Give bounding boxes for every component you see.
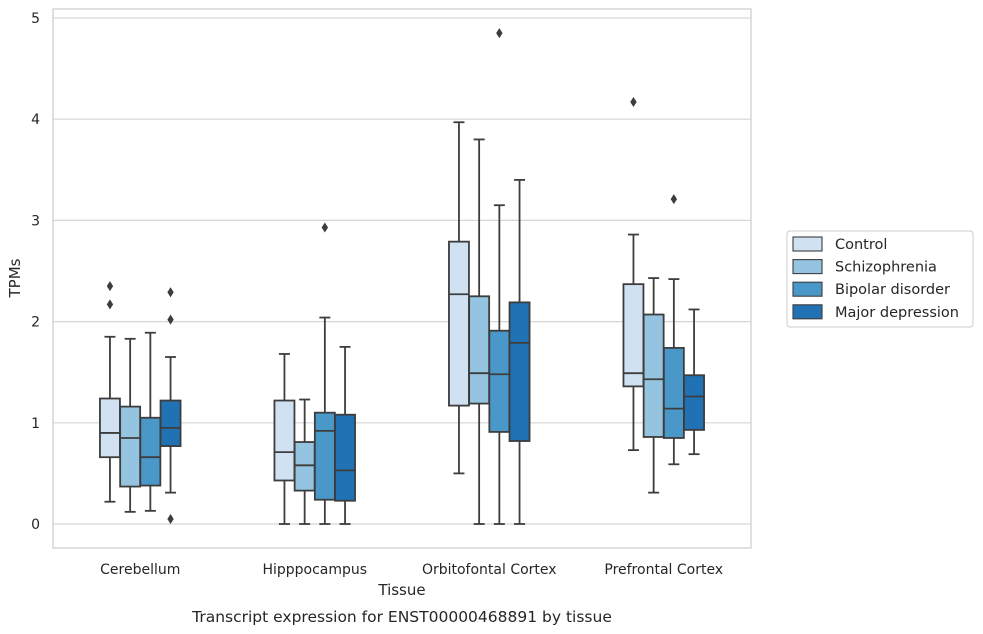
box-iqr [683, 374, 705, 431]
box-iqr [159, 399, 182, 447]
box-iqr [273, 399, 296, 482]
outlier-point [167, 287, 174, 298]
box-control [273, 353, 296, 525]
x-axis-ticks: Cerebellum Hipppocampus Orbitofontal Corte… [100, 562, 723, 578]
box-major-depression [159, 287, 182, 524]
box-schizophrenia [468, 138, 491, 525]
box-iqr [468, 295, 491, 405]
legend-frame [786, 230, 974, 328]
legend-label: Control [835, 237, 887, 253]
box-iqr [99, 397, 121, 459]
box-iqr [119, 405, 142, 488]
legend-label: Schizophrenia [835, 260, 937, 276]
box-iqr [662, 347, 685, 439]
legend-item: Bipolar disorder [792, 281, 950, 298]
box-major-depression [508, 179, 531, 525]
box-major-depression [683, 308, 705, 456]
boxes [99, 28, 705, 525]
y-tick-label: 1 [31, 416, 40, 432]
box-control [622, 96, 645, 452]
legend-label: Bipolar disorder [835, 282, 950, 298]
box-iqr [293, 441, 316, 492]
box-schizophrenia [293, 398, 316, 525]
legend-swatch [792, 236, 823, 252]
y-axis-ticks: 0 1 2 3 4 5 [31, 11, 40, 533]
plot-area-frame [52, 8, 752, 549]
legend-label: Major depression [835, 305, 959, 321]
y-axis-label: TPMs [6, 258, 24, 298]
outlier-point [106, 281, 114, 292]
outlier-point [106, 299, 114, 310]
outlier-point [167, 513, 174, 524]
box-iqr [313, 411, 336, 501]
box-iqr [334, 413, 356, 502]
box-iqr [488, 329, 511, 433]
legend-item: Schizophrenia [792, 259, 937, 276]
x-tick-label: Prefrontal Cortex [604, 562, 723, 578]
box-iqr [642, 313, 665, 438]
box-bipolar-disorder [139, 331, 162, 512]
outlier-point [167, 314, 174, 325]
y-tick-label: 4 [31, 112, 40, 128]
outlier-point [321, 222, 329, 233]
box-iqr [508, 301, 531, 442]
legend-item: Major depression [792, 304, 959, 321]
y-tick-label: 2 [31, 315, 40, 331]
outlier-point [670, 194, 678, 205]
x-tick-label: Orbitofontal Cortex [422, 562, 557, 578]
box-bipolar-disorder [488, 28, 511, 525]
figure-caption: Transcript expression for ENST0000046889… [191, 608, 612, 626]
outlier-point [630, 96, 637, 107]
x-tick-label: Cerebellum [100, 562, 180, 578]
legend: Control Schizophrenia Bipolar disorder Majo… [786, 230, 974, 328]
outlier-point [496, 28, 503, 39]
y-tick-label: 0 [31, 517, 40, 533]
box-iqr [622, 283, 645, 388]
x-axis-label: Tissue [377, 581, 425, 599]
box-major-depression [334, 345, 356, 525]
box-schizophrenia [642, 277, 665, 494]
legend-item: Control [792, 236, 887, 253]
x-tick-label: Hipppocampus [262, 562, 367, 578]
legend-swatch [792, 259, 823, 275]
y-tick-label: 5 [31, 11, 40, 27]
y-tick-label: 3 [31, 213, 40, 229]
legend-swatch [792, 281, 823, 297]
box-control [448, 121, 470, 475]
box-iqr [139, 416, 162, 487]
box-bipolar-disorder [313, 222, 336, 525]
legend-swatch [792, 304, 823, 320]
box-iqr [448, 240, 470, 407]
